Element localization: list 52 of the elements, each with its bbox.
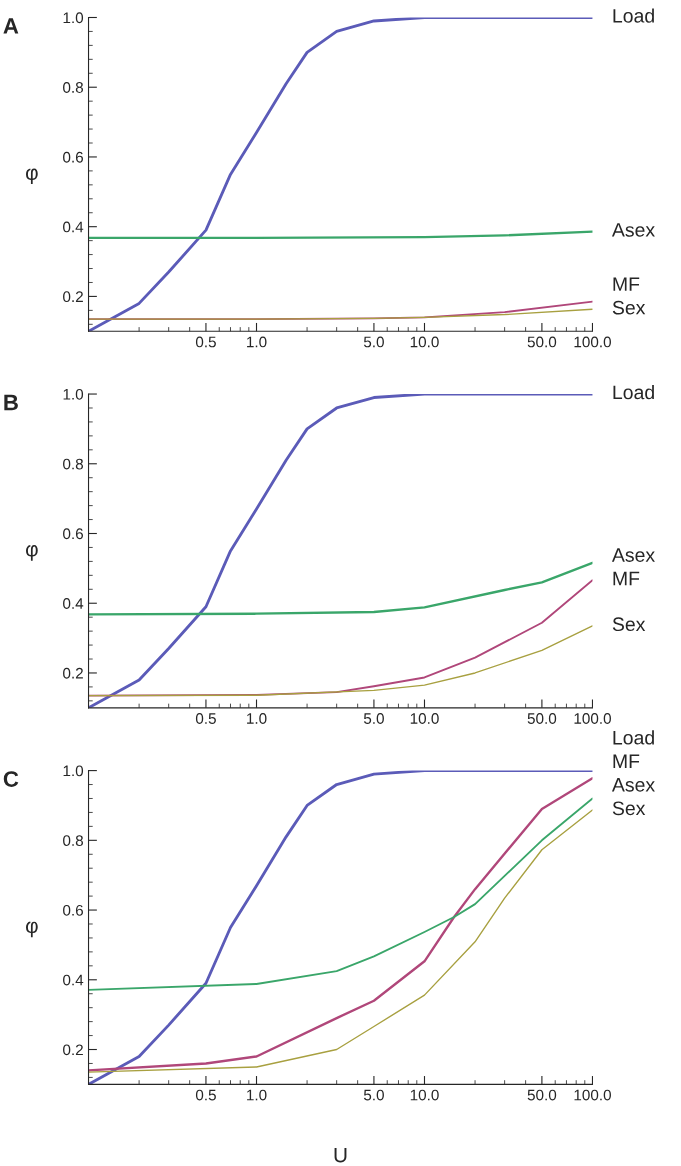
y-tick-label: 1.0 [63, 12, 84, 24]
series-label: Asex [611, 778, 655, 792]
y-tick-label: 0.8 [63, 82, 84, 93]
series-label: Sex [612, 617, 646, 632]
series-label: MF [613, 754, 640, 768]
x-tick-label: 5.0 [363, 1089, 384, 1101]
y-tick-label: 0.2 [63, 667, 83, 679]
series-label: Asex [611, 223, 655, 237]
x-tick-label: 50.0 [527, 336, 557, 348]
series-label: Sex [612, 801, 646, 816]
series-label: MF [613, 277, 640, 291]
y-tick-label: 0.4 [63, 221, 84, 233]
x-tick-label: 1.0 [247, 336, 267, 348]
y-axis-title: φ [25, 168, 38, 185]
y-tick-label: 0.2 [63, 291, 83, 303]
x-axis-title: U [334, 1147, 347, 1163]
y-tick-label: 1.0 [63, 388, 84, 400]
chart-title: C [3, 771, 19, 787]
x-tick-label: 1.0 [247, 713, 267, 724]
x-tick-label: 0.5 [195, 336, 216, 348]
x-tick-label: 0.5 [195, 713, 216, 724]
y-tick-label: 0.6 [63, 151, 83, 163]
series-label: Load [613, 8, 654, 23]
x-tick-label: 5.0 [363, 336, 384, 348]
x-tick-label: 5.0 [363, 713, 384, 724]
x-tick-label: 10.0 [410, 1089, 439, 1101]
x-tick-label: 50.0 [527, 1089, 557, 1101]
x-tick-label: 0.5 [195, 1089, 216, 1101]
x-tick-label: 10.0 [410, 336, 439, 348]
y-tick-label: 0.8 [63, 835, 84, 847]
x-tick-label: 100.0 [574, 713, 611, 724]
y-tick-label: 1.0 [63, 765, 84, 777]
x-tick-label: 50.0 [527, 713, 557, 724]
y-tick-label: 0.2 [63, 1044, 83, 1056]
chart-title: A [3, 18, 19, 34]
x-tick-label: 1.0 [247, 1089, 267, 1101]
y-tick-label: 0.4 [63, 598, 84, 609]
y-tick-label: 0.6 [63, 528, 83, 540]
series-label: Asex [611, 548, 655, 562]
y-tick-label: 0.4 [63, 974, 84, 986]
x-tick-label: 10.0 [410, 713, 439, 724]
y-tick-label: 0.8 [63, 458, 84, 470]
series-label: MF [613, 571, 640, 586]
series-label: Load [613, 384, 654, 400]
x-tick-label: 100.0 [574, 1089, 611, 1101]
y-axis-title: φ [25, 921, 38, 938]
y-axis-title: φ [25, 545, 38, 561]
x-tick-label: 100.0 [574, 336, 611, 348]
series-label: Load [613, 730, 654, 745]
series-label: Sex [612, 300, 646, 315]
y-tick-label: 0.6 [63, 904, 83, 916]
chart-title: B [4, 394, 18, 411]
